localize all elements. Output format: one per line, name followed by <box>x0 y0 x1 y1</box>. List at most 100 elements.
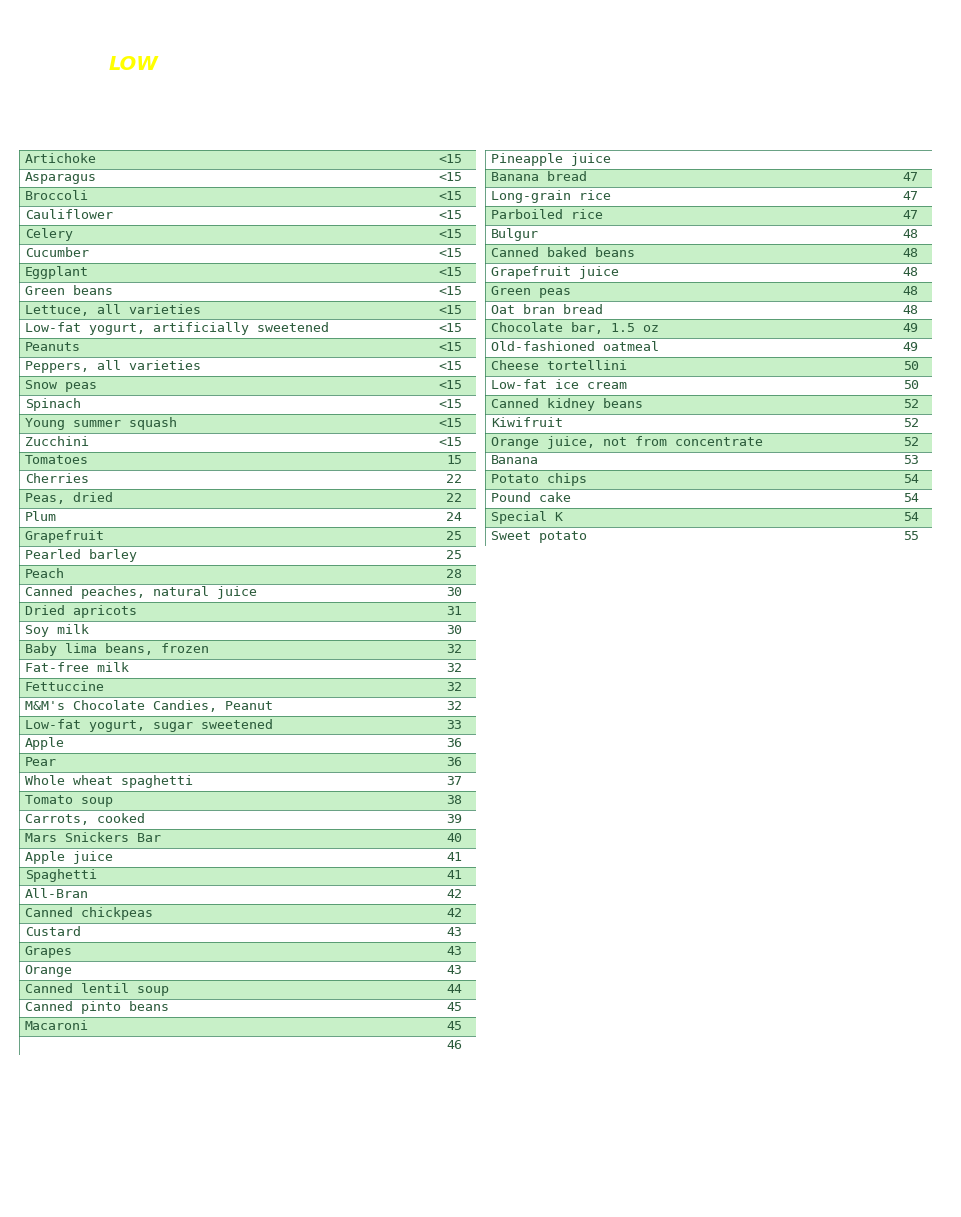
Text: Snow peas: Snow peas <box>25 378 97 392</box>
Bar <box>19 602 476 621</box>
Bar <box>19 773 476 791</box>
Text: 44: 44 <box>446 982 462 996</box>
Text: Grapefruit juice: Grapefruit juice <box>491 265 619 279</box>
Text: 32: 32 <box>446 662 462 675</box>
Bar <box>485 225 932 243</box>
Text: 25: 25 <box>446 549 462 562</box>
Bar <box>485 509 932 527</box>
Text: <15: <15 <box>438 341 462 354</box>
Bar <box>19 565 476 584</box>
Text: Baby lima beans, frozen: Baby lima beans, frozen <box>25 643 209 656</box>
Text: Low-fat yogurt, sugar sweetened: Low-fat yogurt, sugar sweetened <box>25 718 273 731</box>
Text: Tomato soup: Tomato soup <box>25 793 112 807</box>
Bar <box>485 320 932 338</box>
Text: Zucchini: Zucchini <box>25 436 88 449</box>
Text: <15: <15 <box>438 152 462 166</box>
Text: <15: <15 <box>438 228 462 241</box>
Bar <box>19 961 476 980</box>
Bar <box>485 338 932 358</box>
Text: Canned baked beans: Canned baked beans <box>491 247 634 260</box>
Bar <box>485 394 932 414</box>
Text: Cucumber: Cucumber <box>25 247 88 260</box>
Bar <box>485 243 932 263</box>
Bar <box>485 169 932 187</box>
Text: 50: 50 <box>902 378 919 392</box>
Text: Kiwifruit: Kiwifruit <box>491 416 563 430</box>
Bar <box>19 187 476 207</box>
Text: Pear: Pear <box>25 756 57 769</box>
Text: Special K: Special K <box>491 511 563 525</box>
Bar <box>19 886 476 904</box>
Text: 46: 46 <box>446 1039 462 1053</box>
Bar <box>19 452 476 471</box>
Text: Green peas: Green peas <box>491 285 571 298</box>
Text: Apple juice: Apple juice <box>25 851 112 864</box>
Bar <box>19 716 476 735</box>
Text: Banana: Banana <box>491 454 539 467</box>
Text: Artichoke: Artichoke <box>25 152 97 166</box>
Bar <box>19 980 476 998</box>
Text: Oat bran bread: Oat bran bread <box>491 303 603 316</box>
Text: Spaghetti: Spaghetti <box>25 869 97 882</box>
Text: Low-fat yogurt, artificially sweetened: Low-fat yogurt, artificially sweetened <box>25 323 329 336</box>
Text: Canned lentil soup: Canned lentil soup <box>25 982 169 996</box>
Text: 41: 41 <box>446 851 462 864</box>
Bar <box>485 527 932 546</box>
Text: 50: 50 <box>902 360 919 374</box>
Text: <15: <15 <box>438 378 462 392</box>
Text: <15: <15 <box>438 398 462 411</box>
Text: Spinach: Spinach <box>25 398 81 411</box>
Text: Whole wheat spaghetti: Whole wheat spaghetti <box>25 775 193 789</box>
Text: Apple: Apple <box>25 738 64 751</box>
Bar <box>485 301 932 320</box>
Text: 32: 32 <box>446 700 462 713</box>
Bar <box>19 1017 476 1037</box>
Text: 55: 55 <box>902 529 919 543</box>
Text: 48: 48 <box>902 247 919 260</box>
Bar <box>19 1037 476 1055</box>
Text: 52: 52 <box>902 416 919 430</box>
Text: LESS Than 55: LESS Than 55 <box>174 95 321 114</box>
Text: 47: 47 <box>902 209 919 223</box>
Text: 43: 43 <box>446 964 462 977</box>
Bar <box>19 867 476 886</box>
Text: 45: 45 <box>446 1020 462 1033</box>
Text: <15: <15 <box>438 323 462 336</box>
Text: Dried apricots: Dried apricots <box>25 605 136 618</box>
Text: <15: <15 <box>438 416 462 430</box>
Text: Broccoli: Broccoli <box>25 190 88 203</box>
Bar <box>19 394 476 414</box>
Text: Custard: Custard <box>25 926 81 940</box>
Text: 47: 47 <box>902 190 919 203</box>
Text: Macaroni: Macaroni <box>25 1020 88 1033</box>
Text: <15: <15 <box>438 247 462 260</box>
Bar <box>19 678 476 696</box>
Bar <box>19 150 476 168</box>
Bar <box>19 471 476 489</box>
Bar <box>19 753 476 773</box>
Text: <15: <15 <box>438 285 462 298</box>
Bar <box>19 358 476 376</box>
Text: 54: 54 <box>902 492 919 505</box>
Text: Carrots, cooked: Carrots, cooked <box>25 813 145 826</box>
Text: 24: 24 <box>446 511 462 525</box>
Bar <box>485 263 932 282</box>
Bar <box>19 263 476 282</box>
Bar <box>19 696 476 716</box>
Text: Peas, dried: Peas, dried <box>25 492 112 505</box>
Bar <box>19 998 476 1017</box>
Text: Lettuce, all varieties: Lettuce, all varieties <box>25 303 201 316</box>
Text: 48: 48 <box>902 265 919 279</box>
Text: <15: <15 <box>438 209 462 223</box>
Text: All-Bran: All-Bran <box>25 888 88 902</box>
Text: 36: 36 <box>446 738 462 751</box>
Text: 42: 42 <box>446 907 462 920</box>
Text: LOW: LOW <box>109 55 159 74</box>
Bar <box>19 527 476 546</box>
Text: Grapefruit: Grapefruit <box>25 529 105 543</box>
Text: 36: 36 <box>446 756 462 769</box>
Text: Green beans: Green beans <box>25 285 112 298</box>
Text: Low-fat ice cream: Low-fat ice cream <box>491 378 627 392</box>
Text: Peppers, all varieties: Peppers, all varieties <box>25 360 201 374</box>
Bar <box>19 735 476 753</box>
